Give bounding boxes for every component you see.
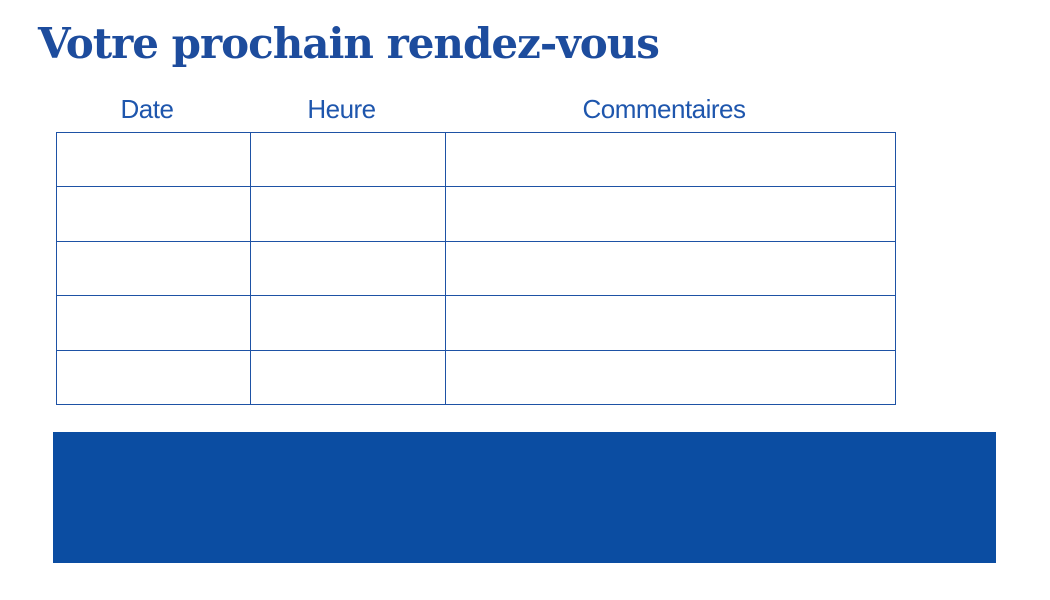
appointments-table-body xyxy=(56,131,896,405)
table-cell-heure[interactable] xyxy=(250,240,446,297)
table-cell-commentaires[interactable] xyxy=(445,295,896,351)
column-header-commentaires: Commentaires xyxy=(582,94,746,124)
table-cell-date[interactable] xyxy=(56,131,251,188)
table-row xyxy=(56,349,896,405)
table-row xyxy=(56,186,896,242)
table-cell-date[interactable] xyxy=(56,186,251,242)
column-header-heure: Heure xyxy=(307,94,376,124)
table-cell-heure[interactable] xyxy=(250,131,446,188)
table-row xyxy=(56,240,896,297)
table-cell-commentaires[interactable] xyxy=(445,240,896,297)
table-cell-heure[interactable] xyxy=(250,295,446,351)
table-cell-heure[interactable] xyxy=(250,349,446,405)
table-cell-commentaires[interactable] xyxy=(445,131,896,188)
table-row xyxy=(56,295,896,351)
table-row xyxy=(56,131,896,188)
table-cell-date[interactable] xyxy=(56,240,251,297)
footer-block xyxy=(53,432,996,563)
table-cell-date[interactable] xyxy=(56,349,251,405)
table-cell-heure[interactable] xyxy=(250,186,446,242)
column-header-date: Date xyxy=(120,94,174,124)
appointments-table xyxy=(56,131,896,405)
table-header-row: Date Heure Commentaires xyxy=(50,94,889,124)
page-title: Votre prochain rendez-vous xyxy=(38,19,660,68)
table-cell-commentaires[interactable] xyxy=(445,349,896,405)
table-cell-date[interactable] xyxy=(56,295,251,351)
table-cell-commentaires[interactable] xyxy=(445,186,896,242)
